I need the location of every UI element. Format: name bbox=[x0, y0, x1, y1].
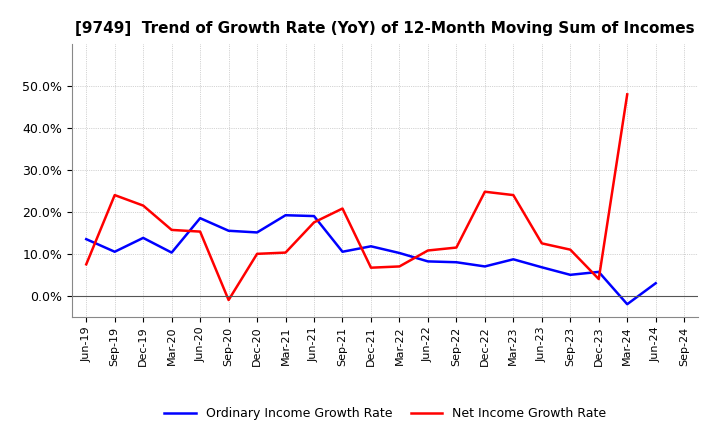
Net Income Growth Rate bbox=[566, 247, 575, 252]
Net Income Growth Rate bbox=[225, 297, 233, 303]
Net Income Growth Rate bbox=[452, 245, 461, 250]
Ordinary Income Growth Rate bbox=[623, 301, 631, 307]
Ordinary Income Growth Rate bbox=[652, 281, 660, 286]
Ordinary Income Growth Rate bbox=[452, 260, 461, 265]
Ordinary Income Growth Rate bbox=[338, 249, 347, 254]
Net Income Growth Rate bbox=[310, 220, 318, 225]
Net Income Growth Rate bbox=[253, 251, 261, 257]
Net Income Growth Rate bbox=[595, 276, 603, 282]
Ordinary Income Growth Rate bbox=[110, 249, 119, 254]
Ordinary Income Growth Rate bbox=[139, 235, 148, 241]
Ordinary Income Growth Rate bbox=[196, 216, 204, 221]
Ordinary Income Growth Rate bbox=[423, 259, 432, 264]
Net Income Growth Rate bbox=[509, 192, 518, 198]
Net Income Growth Rate bbox=[82, 262, 91, 267]
Net Income Growth Rate bbox=[423, 248, 432, 253]
Net Income Growth Rate bbox=[110, 192, 119, 198]
Ordinary Income Growth Rate bbox=[310, 213, 318, 219]
Ordinary Income Growth Rate bbox=[82, 237, 91, 242]
Line: Net Income Growth Rate: Net Income Growth Rate bbox=[86, 94, 627, 300]
Net Income Growth Rate bbox=[623, 92, 631, 97]
Title: [9749]  Trend of Growth Rate (YoY) of 12-Month Moving Sum of Incomes: [9749] Trend of Growth Rate (YoY) of 12-… bbox=[76, 21, 695, 36]
Ordinary Income Growth Rate bbox=[225, 228, 233, 233]
Ordinary Income Growth Rate bbox=[595, 269, 603, 275]
Ordinary Income Growth Rate bbox=[366, 244, 375, 249]
Net Income Growth Rate bbox=[167, 227, 176, 233]
Net Income Growth Rate bbox=[196, 229, 204, 234]
Line: Ordinary Income Growth Rate: Ordinary Income Growth Rate bbox=[86, 215, 656, 304]
Net Income Growth Rate bbox=[395, 264, 404, 269]
Net Income Growth Rate bbox=[366, 265, 375, 270]
Ordinary Income Growth Rate bbox=[509, 257, 518, 262]
Net Income Growth Rate bbox=[537, 241, 546, 246]
Legend: Ordinary Income Growth Rate, Net Income Growth Rate: Ordinary Income Growth Rate, Net Income … bbox=[159, 402, 611, 425]
Ordinary Income Growth Rate bbox=[566, 272, 575, 278]
Net Income Growth Rate bbox=[480, 189, 489, 194]
Ordinary Income Growth Rate bbox=[282, 213, 290, 218]
Ordinary Income Growth Rate bbox=[253, 230, 261, 235]
Ordinary Income Growth Rate bbox=[167, 250, 176, 255]
Net Income Growth Rate bbox=[139, 203, 148, 208]
Net Income Growth Rate bbox=[338, 206, 347, 211]
Ordinary Income Growth Rate bbox=[537, 264, 546, 270]
Net Income Growth Rate bbox=[282, 250, 290, 255]
Ordinary Income Growth Rate bbox=[480, 264, 489, 269]
Ordinary Income Growth Rate bbox=[395, 250, 404, 256]
